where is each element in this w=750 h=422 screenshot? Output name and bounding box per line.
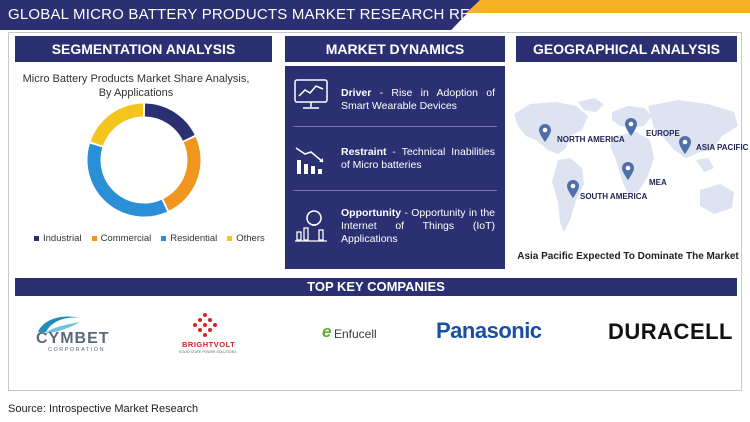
legend-swatch bbox=[91, 236, 97, 241]
legend-label: Commercial bbox=[100, 233, 152, 244]
driver-desc: Rise in Adoption of Smart Wearable Devic… bbox=[341, 87, 495, 112]
donut-slice-commercial bbox=[163, 136, 201, 211]
brightvolt-name: BRIGHTVOLT bbox=[182, 340, 236, 349]
enfucell-name: Enfucell bbox=[334, 327, 377, 341]
legend-item-commercial: Commercial bbox=[91, 233, 152, 244]
legend-item-residential: Residential bbox=[161, 233, 217, 244]
driver-text: Driver - Rise in Adoption of Smart Weara… bbox=[341, 87, 495, 113]
donut-chart bbox=[87, 103, 201, 217]
cymbet-sub: CORPORATION bbox=[48, 347, 106, 353]
map-pin-icon bbox=[539, 124, 551, 142]
geo-caption: Asia Pacific Expected To Dominate The Ma… bbox=[517, 251, 739, 262]
region-europe: EUROPE bbox=[646, 129, 680, 138]
donut-slice-others bbox=[90, 103, 144, 147]
restraint-desc: Technical Inabilities of Micro batteries bbox=[341, 146, 495, 171]
divider bbox=[293, 190, 497, 191]
legend-label: Industrial bbox=[43, 233, 82, 244]
logo-cymbet: CYMBET CORPORATION bbox=[30, 310, 140, 354]
legend-label: Others bbox=[236, 233, 265, 244]
driver-sep: - bbox=[371, 87, 392, 99]
legend-item-others: Others bbox=[227, 233, 265, 244]
logo-panasonic: Panasonic bbox=[436, 318, 542, 343]
world-map bbox=[514, 98, 738, 232]
dynamics-header: MARKET DYNAMICS bbox=[285, 36, 505, 62]
region-north-america: NORTH AMERICA bbox=[557, 135, 625, 144]
segmentation-header: SEGMENTATION ANALYSIS bbox=[15, 36, 272, 62]
title-banner: GLOBAL MICRO BATTERY PRODUCTS MARKET RES… bbox=[0, 0, 480, 30]
source-note: Source: Introspective Market Research bbox=[8, 403, 199, 415]
map-pin-icon bbox=[679, 136, 691, 154]
restraint-label: Restraint bbox=[341, 146, 387, 158]
divider bbox=[293, 126, 497, 127]
logo-duracell: DURACELL bbox=[608, 319, 733, 344]
legend-label: Residential bbox=[170, 233, 218, 244]
brightvolt-sub: SOLID STATE POWER SOLUTIONS bbox=[179, 350, 237, 354]
opportunity-sep: - bbox=[401, 207, 412, 219]
cymbet-swoosh-icon bbox=[38, 316, 80, 334]
donut-slice-residential bbox=[87, 143, 168, 217]
geography-header: GEOGRAPHICAL ANALYSIS bbox=[516, 36, 737, 62]
chart-title: Micro Battery Products Market Share Anal… bbox=[22, 73, 250, 99]
opportunity-desc: Opportunity in the Internet of Things (I… bbox=[341, 207, 495, 245]
map-pin-icon bbox=[622, 162, 634, 180]
dynamics-panel: Driver - Rise in Adoption of Smart Weara… bbox=[285, 66, 505, 269]
legend-swatch bbox=[34, 236, 39, 241]
enfucell-mark: e bbox=[322, 322, 332, 341]
opportunity-text: Opportunity - Opportunity in the Interne… bbox=[341, 207, 495, 246]
legend-swatch bbox=[227, 236, 233, 241]
logo-enfucell: e Enfucell bbox=[322, 322, 392, 346]
driver-label: Driver bbox=[341, 87, 372, 99]
companies-header: TOP KEY COMPANIES bbox=[15, 278, 737, 296]
chart-legend: Industrial Commercial Residential Others bbox=[34, 233, 265, 244]
cymbet-name: CYMBET bbox=[36, 330, 110, 347]
region-mea: MEA bbox=[649, 178, 667, 187]
growth-idea-icon bbox=[295, 210, 327, 242]
brightvolt-dots-icon bbox=[193, 313, 217, 337]
declining-chart-icon bbox=[295, 147, 324, 174]
analytics-screen-icon bbox=[294, 79, 328, 109]
restraint-sep: - bbox=[386, 146, 402, 158]
legend-swatch bbox=[161, 236, 167, 241]
content-frame bbox=[8, 32, 742, 391]
restraint-text: Restraint - Technical Inabilities of Mic… bbox=[341, 146, 495, 172]
region-asia-pacific: ASIA PACIFIC bbox=[696, 143, 749, 152]
opportunity-label: Opportunity bbox=[341, 207, 402, 219]
map-pin-icon bbox=[567, 180, 579, 198]
logo-brightvolt: BRIGHTVOLT SOLID STATE POWER SOLUTIONS bbox=[176, 312, 237, 358]
report-title: GLOBAL MICRO BATTERY PRODUCTS MARKET RES… bbox=[8, 6, 513, 23]
region-south-america: SOUTH AMERICA bbox=[580, 192, 648, 201]
accent-stripe bbox=[466, 0, 750, 13]
legend-item-industrial: Industrial bbox=[34, 233, 82, 244]
map-pin-icon bbox=[625, 118, 637, 136]
donut-slice-industrial bbox=[144, 103, 195, 141]
